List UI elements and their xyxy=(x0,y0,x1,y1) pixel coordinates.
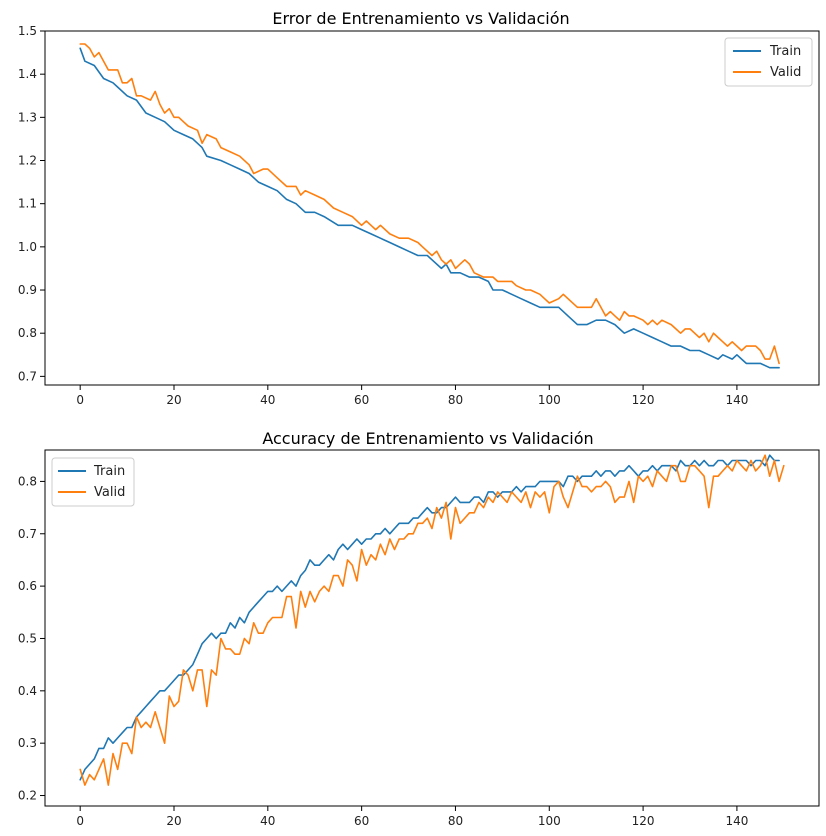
chart-error-legend: Train Valid xyxy=(724,37,813,87)
error-y-tick-label: 1.4 xyxy=(18,67,37,81)
legend-label-valid: Valid xyxy=(94,485,125,500)
chart-accuracy-legend: Train Valid xyxy=(51,457,135,507)
error-x-tick-label: 80 xyxy=(448,393,463,407)
chart-error-y-axis: 0.7 0.8 0.9 1.0 1.1 1.2 1.3 1.4 1.5 xyxy=(18,24,45,383)
accuracy-y-tick-label: 0.7 xyxy=(18,527,37,541)
accuracy-y-tick-label: 0.6 xyxy=(18,579,37,593)
error-x-tick-label: 140 xyxy=(725,393,748,407)
error-y-tick-label: 1.0 xyxy=(18,240,37,254)
accuracy-x-tick-label: 60 xyxy=(354,814,369,828)
chart-accuracy: Accuracy de Entrenamiento vs Validación … xyxy=(18,429,820,828)
chart-accuracy-y-axis: 0.2 0.3 0.4 0.5 0.6 0.7 0.8 xyxy=(18,474,45,803)
error-x-tick-label: 120 xyxy=(632,393,655,407)
error-y-tick-label: 1.2 xyxy=(18,154,37,168)
legend-label-train: Train xyxy=(769,44,801,59)
error-y-tick-label: 0.7 xyxy=(18,369,37,383)
accuracy-series-line-valid xyxy=(79,454,785,786)
error-y-tick-label: 1.1 xyxy=(18,197,37,211)
accuracy-x-tick-label: 100 xyxy=(538,814,561,828)
accuracy-x-tick-label: 20 xyxy=(166,814,181,828)
chart-accuracy-title: Accuracy de Entrenamiento vs Validación xyxy=(262,429,593,448)
error-x-tick-label: 40 xyxy=(260,393,275,407)
error-y-tick-label: 0.8 xyxy=(18,326,37,340)
chart-accuracy-x-axis: 0 20 40 60 80 100 120 140 xyxy=(76,806,748,828)
chart-accuracy-plot-area xyxy=(44,449,820,807)
error-x-tick-label: 100 xyxy=(538,393,561,407)
chart-error-x-axis: 0 20 40 60 80 100 120 140 xyxy=(76,385,748,407)
accuracy-y-tick-label: 0.2 xyxy=(18,789,37,803)
accuracy-x-tick-label: 40 xyxy=(260,814,275,828)
error-series-line-valid xyxy=(79,43,780,365)
error-y-tick-label: 1.3 xyxy=(18,110,37,124)
legend-label-train: Train xyxy=(93,464,125,479)
accuracy-x-tick-label: 120 xyxy=(632,814,655,828)
accuracy-x-tick-label: 80 xyxy=(448,814,463,828)
accuracy-x-tick-label: 140 xyxy=(725,814,748,828)
accuracy-y-tick-label: 0.4 xyxy=(18,684,37,698)
chart-error-title: Error de Entrenamiento vs Validación xyxy=(272,9,569,28)
error-y-tick-label: 1.5 xyxy=(18,24,37,38)
accuracy-y-tick-label: 0.3 xyxy=(18,736,37,750)
error-y-tick-label: 0.9 xyxy=(18,283,37,297)
error-x-tick-label: 0 xyxy=(76,393,84,407)
chart-accuracy-series xyxy=(79,454,785,786)
accuracy-x-tick-label: 0 xyxy=(76,814,84,828)
legend-label-valid: Valid xyxy=(770,65,801,80)
accuracy-series-line-train xyxy=(79,454,780,781)
error-x-tick-label: 20 xyxy=(166,393,181,407)
accuracy-y-tick-label: 0.8 xyxy=(18,474,37,488)
error-x-tick-label: 60 xyxy=(354,393,369,407)
error-series-line-train xyxy=(79,47,780,369)
accuracy-y-tick-label: 0.5 xyxy=(18,631,37,645)
chart-error-series xyxy=(79,43,780,369)
chart-error: Error de Entrenamiento vs Validación 0 20… xyxy=(18,9,820,407)
chart-error-plot-area xyxy=(44,30,820,386)
